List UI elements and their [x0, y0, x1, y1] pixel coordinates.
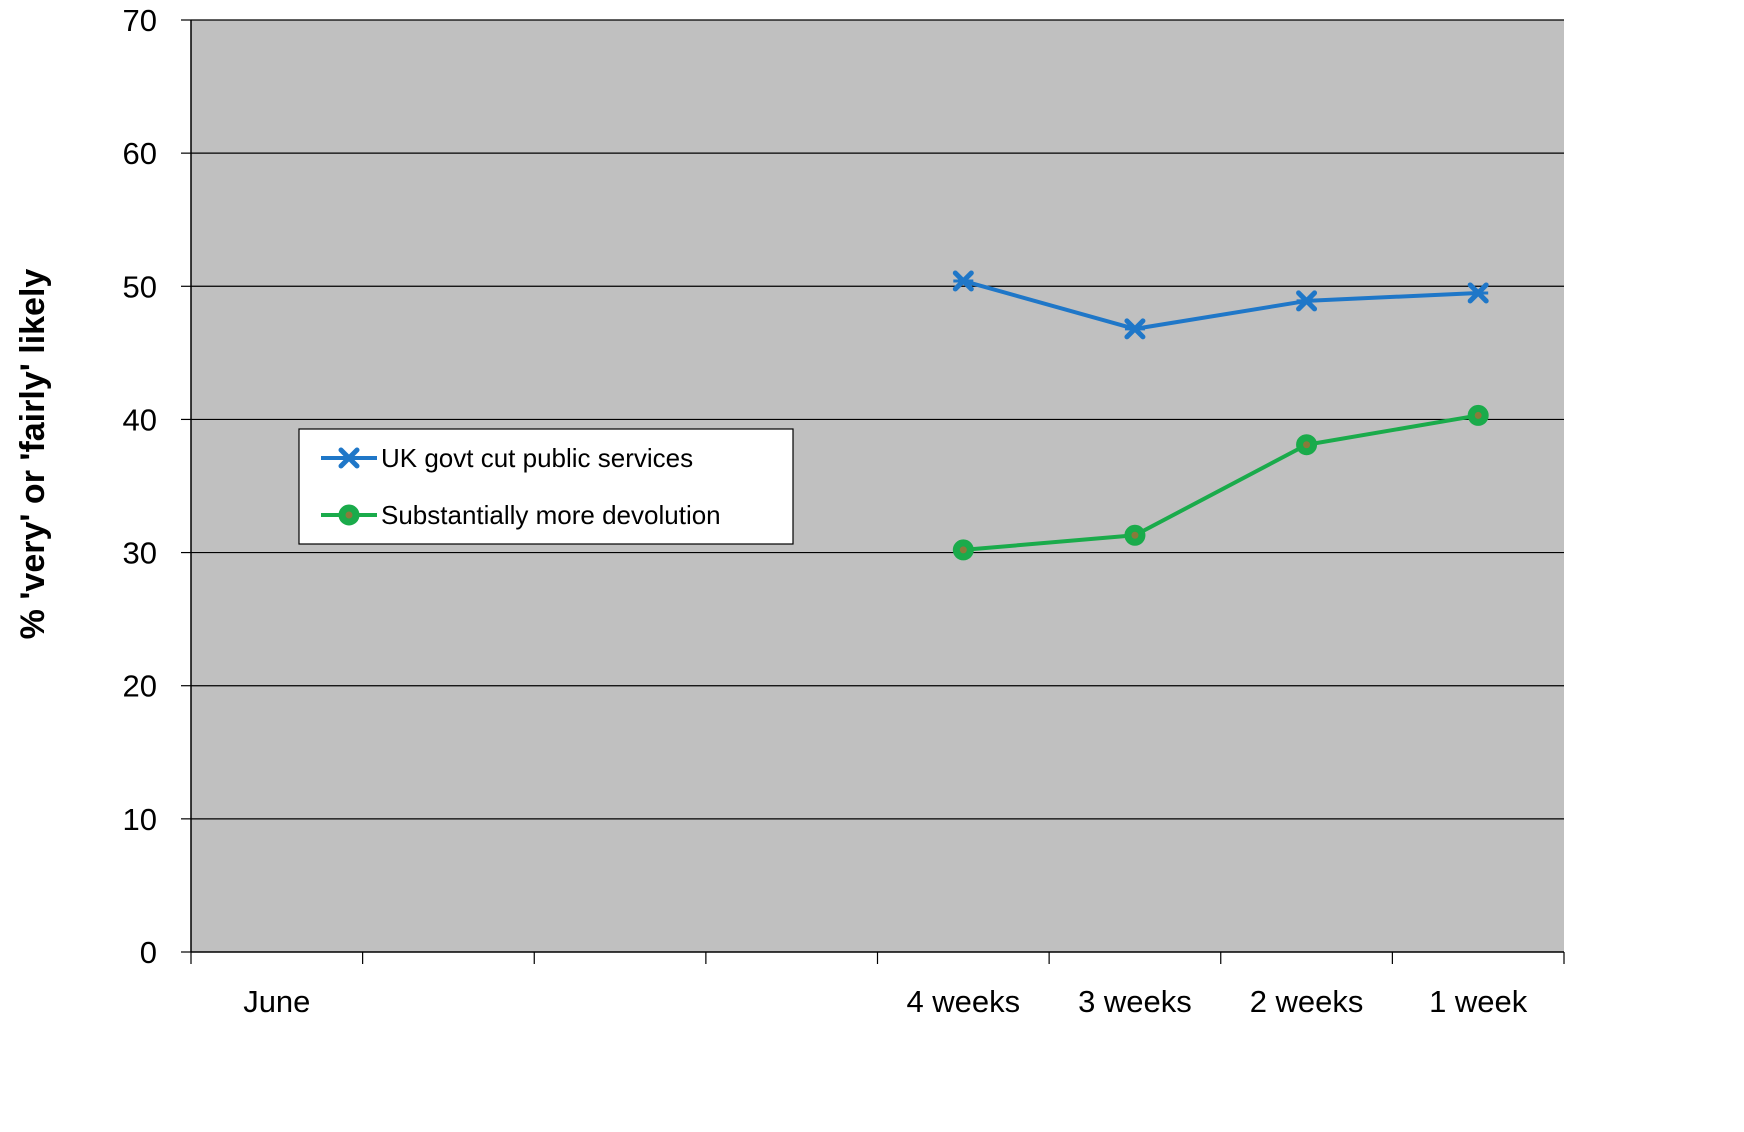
- legend-label: Substantially more devolution: [381, 500, 721, 530]
- y-tick-label: 20: [123, 669, 157, 704]
- marker-center: [1474, 411, 1482, 419]
- x-tick-label: 3 weeks: [1078, 984, 1192, 1019]
- marker-center: [959, 546, 967, 554]
- legend-marker: [338, 447, 360, 469]
- y-tick-label: 40: [123, 402, 157, 437]
- marker-center: [345, 511, 353, 519]
- x-tick-label: June: [243, 984, 310, 1019]
- y-tick-labels: 0 10 20 30 40 50 60 70: [123, 3, 157, 970]
- y-tick-label: 50: [123, 269, 157, 304]
- y-axis-title: % 'very' or 'fairly' likely: [14, 269, 52, 640]
- gridlines: [191, 19, 1564, 820]
- marker-center: [1303, 441, 1311, 449]
- data-point: [952, 270, 974, 292]
- series-2: [952, 404, 1489, 561]
- series-line: [963, 413, 1479, 552]
- y-tick-label: 30: [123, 536, 157, 571]
- legend-label: UK govt cut public services: [381, 443, 693, 473]
- legend: UK govt cut public services Substantially…: [298, 428, 794, 545]
- series-layer: [952, 270, 1489, 561]
- legend-item: UK govt cut public services: [321, 443, 693, 473]
- axes: [181, 19, 1565, 964]
- x-tick-labels: June 4 weeks 3 weeks 2 weeks 1 week: [243, 984, 1528, 1019]
- data-point: [1467, 282, 1489, 304]
- marker-center: [1131, 531, 1139, 539]
- y-tick-label: 60: [123, 136, 157, 171]
- y-tick-label: 10: [123, 802, 157, 837]
- legend-item: Substantially more devolution: [321, 500, 721, 530]
- x-tick-label: 4 weeks: [906, 984, 1020, 1019]
- x-tick-label: 2 weeks: [1250, 984, 1364, 1019]
- y-tick-label: 0: [140, 935, 157, 970]
- data-point: [1124, 318, 1146, 340]
- series-line: [962, 279, 1479, 331]
- y-tick-label: 70: [123, 3, 157, 38]
- x-tick-label: 1 week: [1429, 984, 1528, 1019]
- data-point: [1296, 290, 1318, 312]
- legend-box: [298, 428, 794, 545]
- series-1: [952, 270, 1489, 340]
